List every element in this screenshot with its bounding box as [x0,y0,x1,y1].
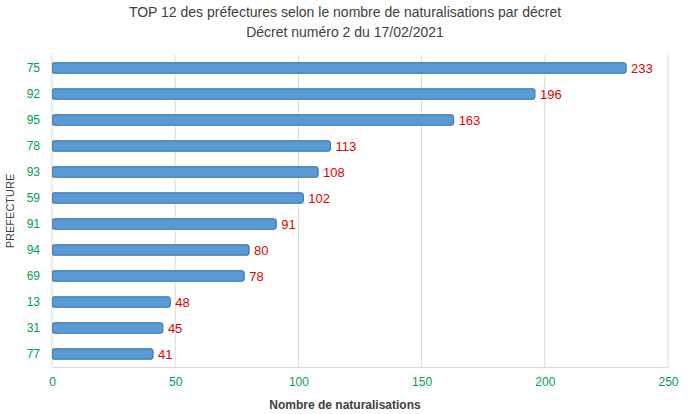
x-tick: 0 [49,367,56,389]
y-tick: 93 [27,165,52,179]
data-label: 233 [631,61,653,76]
y-tick-label: 77 [27,347,41,361]
bar [52,323,163,333]
y-tick-label: 94 [27,243,41,257]
x-tick-label: 200 [535,375,555,389]
grid-line [298,55,299,367]
x-tick: 50 [169,367,183,389]
data-label: 102 [308,191,330,206]
title: TOP 12 des préfectures selon le nombre d… [129,4,561,20]
y-tick-label: 95 [27,113,41,127]
x-axis-line [53,367,669,368]
bars [52,63,626,359]
x-tick-label: 150 [412,375,432,389]
y-tick-label: 69 [27,269,41,283]
y-axis: 75 92 95 78 93 59 91 94 69 13 31 77 [27,61,52,361]
y-tick: 91 [27,217,52,231]
data-labels: 233 196 163 113 108 102 91 80 78 48 45 41 [158,61,653,362]
x-axis-title: Nombre de naturalisations [269,398,421,412]
bar [52,63,626,73]
y-tick: 77 [27,347,52,361]
grid [52,55,668,367]
grid-line [544,55,545,367]
data-label: 108 [323,165,345,180]
y-tick-label: 59 [27,191,41,205]
bar [52,219,276,229]
x-tick-label: 0 [49,375,56,389]
data-label: 113 [335,139,356,154]
x-tick: 200 [535,367,555,389]
x-tick: 250 [658,367,678,389]
x-tick: 150 [412,367,432,389]
bar [52,245,249,255]
bar [52,141,330,151]
grid-line [668,55,669,367]
y-tick: 92 [27,87,52,101]
x-tick-label: 100 [289,375,309,389]
x-tick: 100 [289,367,309,389]
y-tick-label: 31 [27,321,41,335]
y-tick-label: 93 [27,165,41,179]
y-tick: 69 [27,269,52,283]
bar [52,349,153,359]
y-tick-label: 75 [27,61,41,75]
bar [52,89,535,99]
y-tick-label: 92 [27,87,41,101]
subtitle: Décret numéro 2 du 17/02/2021 [246,24,444,40]
y-tick-label: 13 [27,295,41,309]
y-tick: 94 [27,243,52,257]
y-tick: 31 [27,321,52,335]
y-axis-title: PREFECTURE [4,174,16,249]
data-label: 41 [158,347,172,362]
y-tick: 95 [27,113,52,127]
data-label: 196 [540,87,562,102]
bar [52,193,303,203]
data-label: 163 [459,113,481,128]
y-tick-label: 78 [27,139,41,153]
data-label: 91 [281,217,295,232]
bar [52,115,454,125]
grid-line [421,55,422,367]
bar [52,297,170,307]
data-label: 80 [254,243,268,258]
plot: 0 50 100 150 200 250 75 92 95 78 93 59 91 94 69 13 31 77 2… [27,55,679,389]
y-tick: 59 [27,191,52,205]
grid-line [52,55,53,367]
x-tick-label: 50 [169,375,183,389]
y-tick-label: 91 [27,217,41,231]
y-tick: 78 [27,139,52,153]
data-label: 45 [168,321,182,336]
x-axis: 0 50 100 150 200 250 [49,367,679,389]
data-label: 48 [175,295,189,310]
y-tick: 75 [27,61,52,75]
data-label: 78 [249,269,263,284]
y-tick: 13 [27,295,52,309]
chart: TOP 12 des préfectures selon le nombre d… [0,0,690,414]
x-tick-label: 250 [658,375,678,389]
bar [52,167,318,177]
bar [52,271,244,281]
